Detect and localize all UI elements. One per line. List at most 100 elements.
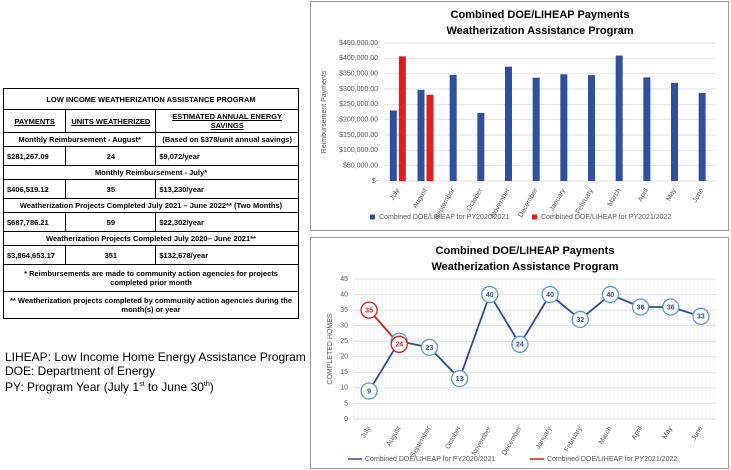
y-axis-label: Reimbursement Payments [321,70,328,153]
y-tick-label: 40 [340,291,348,298]
header: UNITS WEATHERIZED [65,109,157,133]
cell: $132,678/year [155,245,299,265]
legend-swatch [370,214,375,220]
y-tick-label: 30 [340,323,348,330]
text: ) [209,380,214,394]
data-label: 36 [637,304,645,311]
line-chart: Combined DOE/LIHEAP Payments Weatherizati… [310,237,729,469]
y-axis-label: COMPLETED HOMES [327,313,334,385]
cell: $9,072/year [155,146,299,166]
bar [588,75,595,181]
text: PY: Program Year (July 1 [5,380,140,394]
data-label: 13 [456,376,464,383]
bar [560,74,568,181]
section-label: Weatherization Projects Completed July 2… [3,231,299,246]
marker [662,298,680,316]
data-label: 33 [697,314,705,321]
footnote: * Reimbursements are made to community a… [3,264,299,292]
cell: $406,519.12 [2,179,67,199]
section-label: Weatherization Projects Completed July 2… [3,198,299,213]
glossary-item: PY: Program Year (July 1st to June 30th) [5,378,306,394]
table-title: LOW INCOME WEATHERIZATION ASSISTANCE PRO… [3,88,299,110]
data-label: 9 [367,388,371,395]
legend-label: Combined DOE/LIHEAP for PY2021/2022 [547,456,677,463]
cell: $3,864,653.17 [2,245,67,265]
y-tick-label: 0 [344,416,348,423]
y-tick-label: $50,000.00 [343,163,378,170]
footnote: ** Weatherization projects completed by … [3,291,299,319]
cell: $22,302/year [155,212,299,232]
bar [671,82,678,181]
summary-table: LOW INCOME WEATHERIZATION ASSISTANCE PRO… [2,88,299,319]
marker [692,307,710,325]
y-tick-label: $100,000.00 [339,147,378,154]
marker [541,285,559,304]
marker [511,335,529,353]
bar [426,94,434,181]
data-label: 40 [607,292,615,299]
section-label: Monthly Reimbursement - July* [3,165,299,180]
chart-subtitle: Weatherization Assistance Program [431,261,618,273]
header: ESTIMATED ANNUAL ENERGY SAVINGS [155,109,299,133]
y-tick-label: 5 [344,400,348,407]
bar [698,92,706,181]
marker [390,335,408,353]
y-tick-label: $450,000.00 [339,40,378,47]
glossary-item: LIHEAP: Low Income Home Energy Assistanc… [5,350,306,364]
marker [450,369,469,388]
data-label: 40 [546,292,554,299]
data-label: 23 [426,345,434,352]
marker [571,310,589,329]
text: to June 30 [144,380,204,394]
section-note: (Based on $378/unit annual savings) [155,132,299,147]
glossary-item: DOE: Department of Energy [5,364,156,378]
chart-frame [310,1,729,231]
data-label: 24 [516,342,524,349]
glossary: LIHEAP: Low Income Home Energy Assistanc… [5,350,306,394]
chart-title: Combined DOE/LIHEAP Payments [451,9,630,21]
bar [532,77,540,181]
y-tick-label: $300,000.00 [339,86,378,93]
y-tick-label: $350,000.00 [339,71,378,78]
cell: $281,267.09 [2,146,67,166]
y-tick-label: 15 [340,369,348,376]
marker [360,382,378,400]
legend-label: Combined DOE/LIHEAP for PY2020/2021 [379,214,509,221]
y-tick-label: 20 [340,354,348,361]
cell: $13,230/year [155,179,299,199]
bar [643,77,651,181]
bar-chart: Combined DOE/LIHEAP Payments Weatherizati… [310,1,729,231]
header: PAYMENTS [2,109,67,133]
bar [477,112,485,181]
chart-subtitle: Weatherization Assistance Program [446,25,633,37]
marker [481,285,499,304]
cell: 351 [65,245,157,265]
superscript: th [203,381,210,388]
y-tick-label: $250,000.00 [339,101,378,108]
y-tick-label: 25 [340,338,348,345]
y-tick-label: $400,000.00 [339,55,378,62]
bar [389,110,397,181]
chart-title: Combined DOE/LIHEAP Payments [436,245,615,257]
bar [417,89,425,181]
bar [449,74,457,181]
y-tick-label: $200,000.00 [339,117,378,124]
bar [398,56,406,181]
data-label: 24 [395,342,403,349]
y-tick-label: $150,000.00 [339,132,378,139]
chart-frame [310,237,729,469]
section-label: Monthly Reimbursement - August* [2,132,157,147]
y-tick-label: $- [372,178,379,185]
data-label: 40 [486,292,494,299]
cell: 35 [65,179,157,199]
data-label: 35 [365,307,373,314]
legend-label: Combined DOE/LIHEAP for PY2021/2022 [541,214,671,221]
y-tick-label: 35 [340,307,348,314]
data-label: 36 [667,304,675,311]
data-label: 32 [576,317,584,324]
marker [420,338,439,357]
superscript: st [139,381,145,388]
marker [360,301,378,319]
legend-label: Combined DOE/LIHEAP for PY2020/2021 [365,456,495,463]
